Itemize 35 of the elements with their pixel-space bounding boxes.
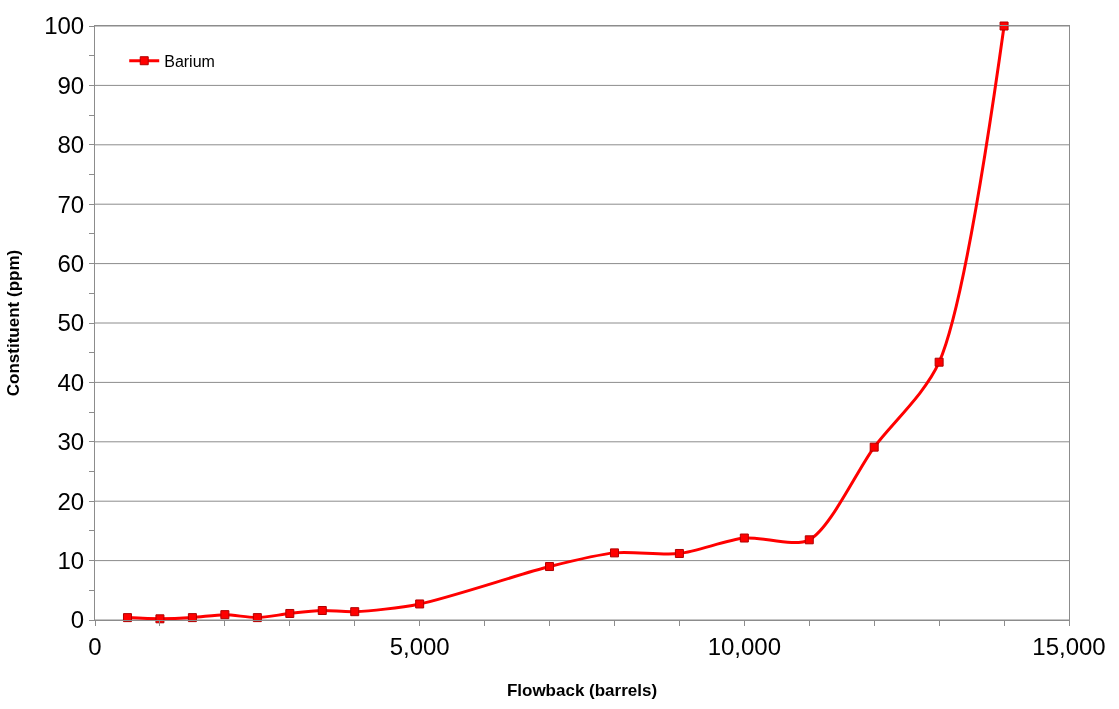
point <box>317 606 327 615</box>
y-tick-label: 40 <box>57 368 85 396</box>
y-tick-label: 80 <box>57 131 85 159</box>
x-tick-label: 15,000 <box>1032 632 1106 660</box>
point <box>415 599 425 609</box>
x-tick-label: 5,000 <box>389 632 450 660</box>
point <box>869 442 879 452</box>
point <box>155 614 165 624</box>
point <box>934 357 944 367</box>
point <box>220 610 230 620</box>
point <box>187 613 197 623</box>
y-tick-label: 70 <box>57 190 85 218</box>
x-tick-label: 10,000 <box>707 632 782 660</box>
y-axis-title: Constituent (ppm) <box>3 249 23 397</box>
point <box>285 608 295 618</box>
point <box>674 548 684 558</box>
y-tick-label: 0 <box>70 606 85 634</box>
y-tick-label: 60 <box>57 250 85 277</box>
legend-label: Barium <box>164 52 215 70</box>
point <box>804 535 814 545</box>
y-tick-label: 10 <box>57 547 85 574</box>
point <box>350 607 360 617</box>
point <box>609 548 619 558</box>
y-tick-label: 90 <box>57 71 85 99</box>
y-tick-label: 100 <box>44 12 85 40</box>
point <box>252 613 262 623</box>
x-tick-label: 0 <box>88 632 102 660</box>
y-tick-label: 20 <box>57 487 85 515</box>
point <box>122 613 132 623</box>
y-tick-label: 50 <box>57 309 85 337</box>
point <box>739 533 749 543</box>
x-axis-title: Flowback (barrels) <box>506 681 658 701</box>
point <box>999 21 1009 31</box>
y-tick-label: 30 <box>57 428 85 456</box>
point <box>545 562 555 572</box>
